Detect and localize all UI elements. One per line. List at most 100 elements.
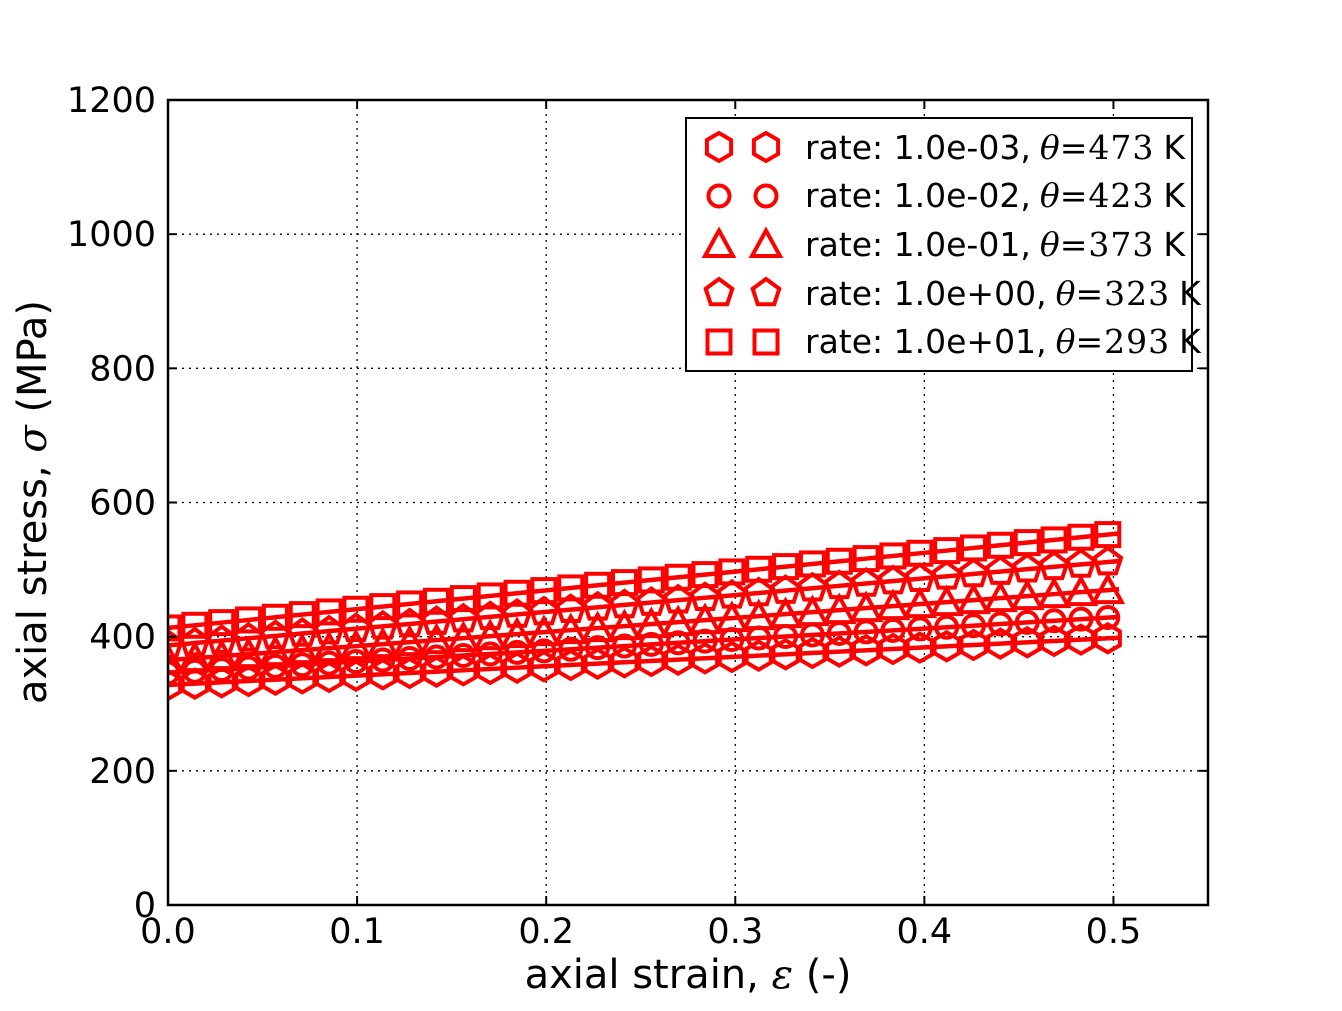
square-marker [798,550,826,578]
hexagon-marker [744,639,773,672]
circle-marker [504,639,530,665]
circle-marker [531,638,557,664]
hexagon-marker [168,668,183,702]
hexagon-marker [529,649,559,683]
series-hexagon [168,621,1122,702]
hexagon-marker [476,652,505,686]
legend-item-rate-1e-02: rate: 1.0e-02, θ=423 K [697,172,1191,219]
legend-label: rate: 1.0e-01, θ=373 K [805,224,1185,264]
hexagon-marker [878,632,908,666]
x-axis-label: axial strain, ε (-) [525,952,852,998]
pentagon-marker [904,562,936,593]
triangle-marker [580,610,615,643]
circle-marker [907,616,933,642]
triangle-marker [177,640,213,673]
hexagon-marker [610,645,639,679]
square-marker [396,590,424,618]
circle-marker [987,611,1013,637]
triangle-marker [956,582,991,615]
circle-marker [585,635,611,661]
square-marker [181,611,209,639]
triangle-marker [231,636,266,669]
square-marker [637,566,665,594]
pentagon-marker [447,602,480,633]
triangle-marker [660,604,696,637]
pentagon-marker [931,559,963,590]
triangle-marker [392,624,428,657]
theta-symbol: θ [1039,127,1060,167]
y-tick-label: 800 [89,349,156,389]
square-marker [664,563,692,591]
pentagon-marker [769,574,802,604]
data-series-group [168,521,1126,702]
pentagon-marker [528,595,560,626]
legend-label: rate: 1.0e-02, θ=423 K [805,176,1185,216]
triangle-marker [633,606,669,639]
triangle-marker [1036,576,1072,609]
legend: rate: 1.0e-03, θ=473 K rate: 1.0e-02, θ=423… [685,117,1201,372]
triangle-marker [204,638,240,671]
circle-marker [961,613,987,639]
square-marker [557,574,585,602]
square-marker [530,577,558,605]
x-tick-label: 0.3 [707,912,763,952]
triangle-marker [687,602,723,635]
triangle-marker [929,584,965,617]
circle-marker [706,183,732,209]
triangle-marker [1063,574,1099,607]
square-marker-icon [705,328,780,356]
hexagon-marker [1013,625,1042,659]
series-line [168,635,1120,688]
pentagon-marker [1065,547,1097,578]
triangle-marker [419,622,454,655]
hexagon-marker [905,631,934,664]
triangle-marker [553,612,589,645]
hexagon-marker [932,629,961,663]
triangle-marker [902,586,938,619]
pentagon-marker [581,590,614,621]
triangle-marker [701,226,737,259]
y-tick-label: 600 [89,484,156,524]
legend-item-rate-1e+01: rate: 1.0e+01, θ=293 K [697,318,1201,365]
series-line [168,558,1120,648]
triangle-marker [795,594,830,627]
triangle-marker-icon [701,226,784,259]
hexagon-marker [341,659,371,692]
triangle-marker [748,226,784,259]
square-marker [745,555,773,583]
square-marker [1067,523,1095,551]
pentagon-marker [501,597,533,628]
circle-marker [1068,606,1094,632]
pentagon-marker [850,566,882,597]
theta-symbol: θ [1055,322,1076,362]
square-marker [752,328,780,356]
pentagon-marker [1011,552,1043,583]
pentagon-marker [877,564,909,595]
legend-label: rate: 1.0e+00, θ=323 K [805,273,1201,313]
triangle-marker [499,616,535,649]
pentagon-marker [957,557,990,588]
legend-label: rate: 1.0e-03, θ=473 K [805,127,1185,167]
y-axis-label-unit: (MPa) [10,299,56,426]
series-line [168,587,1120,663]
hexagon-marker [825,635,854,668]
hexagon-marker [852,633,881,667]
y-tick-label: 400 [89,618,156,658]
circle-marker [424,644,450,670]
legend-item-rate-1e+00: rate: 1.0e+00, θ=323 K [697,270,1201,317]
square-marker [168,614,182,642]
square-marker [691,561,719,589]
y-tick-label: 0 [134,886,156,926]
hexagon-marker [717,640,746,674]
square-marker [705,328,733,356]
hexagon-marker [180,667,209,700]
triangle-marker [284,632,320,665]
triangle-marker [445,620,481,653]
pentagon-marker [555,593,587,623]
hexagon-marker [315,660,344,694]
y-tick-label: 200 [89,752,156,792]
circle-marker [638,631,664,657]
epsilon-symbol: ε [771,952,794,998]
